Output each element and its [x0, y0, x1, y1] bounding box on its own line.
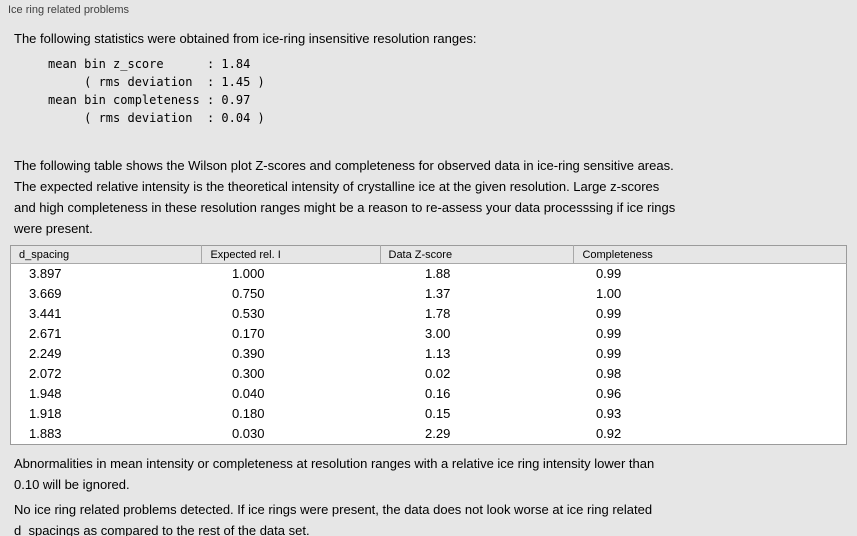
table-cell: 1.13 [425, 346, 451, 361]
table-cell: 0.390 [231, 346, 265, 361]
table-cell: 0.15 [425, 406, 451, 421]
col-header-data-z-score: Data Z-score [379, 245, 574, 264]
table-cell: 0.530 [231, 306, 265, 321]
table-cell: 3.441 [29, 306, 62, 321]
table-cell: 0.99 [595, 266, 622, 281]
table-row: 2.072 0.300 0.02 0.98 [11, 364, 847, 384]
table-row: 2.249 0.390 1.13 0.99 [11, 344, 847, 364]
table-cell: 0.99 [595, 326, 622, 341]
stats-values-block: mean bin z_score : 1.84 ( rms deviation … [48, 57, 265, 125]
table-cell: 3.897 [29, 266, 62, 281]
table-cell: 1.00 [595, 286, 622, 301]
table-cell: 0.02 [425, 366, 451, 381]
table-cell: 1.78 [425, 306, 451, 321]
result-note-text: No ice ring related problems detected. I… [14, 502, 653, 536]
table-cell: 0.030 [231, 426, 265, 441]
table-cell: 0.93 [595, 406, 622, 421]
col-header-expected-rel-i: Expected rel. I [201, 245, 380, 264]
col-header-d-spacing: d_spacing [10, 245, 202, 264]
table-cell: 0.99 [595, 306, 622, 321]
table-cell: 2.671 [29, 326, 62, 341]
table-row: 1.883 0.030 2.29 0.92 [11, 424, 847, 445]
table-header-row: d_spacing Expected rel. I Data Z-score C… [10, 245, 847, 264]
panel-content: The following statistics were obtained f… [0, 28, 857, 536]
table-cell: 1.948 [29, 386, 62, 401]
col-header-completeness: Completeness [573, 245, 847, 264]
table-cell: 3.669 [29, 286, 62, 301]
table-cell: 0.170 [231, 326, 265, 341]
table-cell: 0.92 [595, 426, 622, 441]
table-cell: 2.249 [29, 346, 62, 361]
table-row: 1.948 0.040 0.16 0.96 [11, 384, 847, 404]
ignore-note-text: Abnormalities in mean intensity or compl… [14, 456, 655, 492]
table-cell: 1.918 [29, 406, 62, 421]
table-cell: 0.96 [595, 386, 622, 401]
table-cell: 1.883 [29, 426, 62, 441]
table-cell: 0.180 [231, 406, 265, 421]
table-cell: 1.37 [425, 286, 451, 301]
table-cell: 1.88 [425, 266, 451, 281]
table-row: 3.897 1.000 1.88 0.99 [11, 264, 847, 285]
table-cell: 1.000 [231, 266, 265, 281]
table-body: 3.897 1.000 1.88 0.99 3.669 0.750 1.37 1.00 3.44… [11, 264, 847, 445]
table-row: 3.669 0.750 1.37 1.00 [11, 284, 847, 304]
table-cell: 0.300 [231, 366, 265, 381]
ice-ring-table: d_spacing Expected rel. I Data Z-score C… [10, 245, 847, 445]
table-cell: 0.98 [595, 366, 622, 381]
table-row: 3.441 0.530 1.78 0.99 [11, 304, 847, 324]
table-cell: 0.040 [231, 386, 265, 401]
table-cell: 0.16 [425, 386, 451, 401]
table-cell: 2.29 [425, 426, 451, 441]
table-cell: 0.99 [595, 346, 622, 361]
table-cell: 0.750 [231, 286, 265, 301]
table-intro-text: The following table shows the Wilson plo… [14, 158, 676, 236]
table-row: 2.671 0.170 3.00 0.99 [11, 324, 847, 344]
table-row: 1.918 0.180 0.15 0.93 [11, 404, 847, 424]
table-cell: 3.00 [425, 326, 451, 341]
stats-intro-text: The following statistics were obtained f… [14, 31, 477, 46]
panel-title: Ice ring related problems [8, 4, 130, 16]
table-cell: 2.072 [29, 366, 62, 381]
